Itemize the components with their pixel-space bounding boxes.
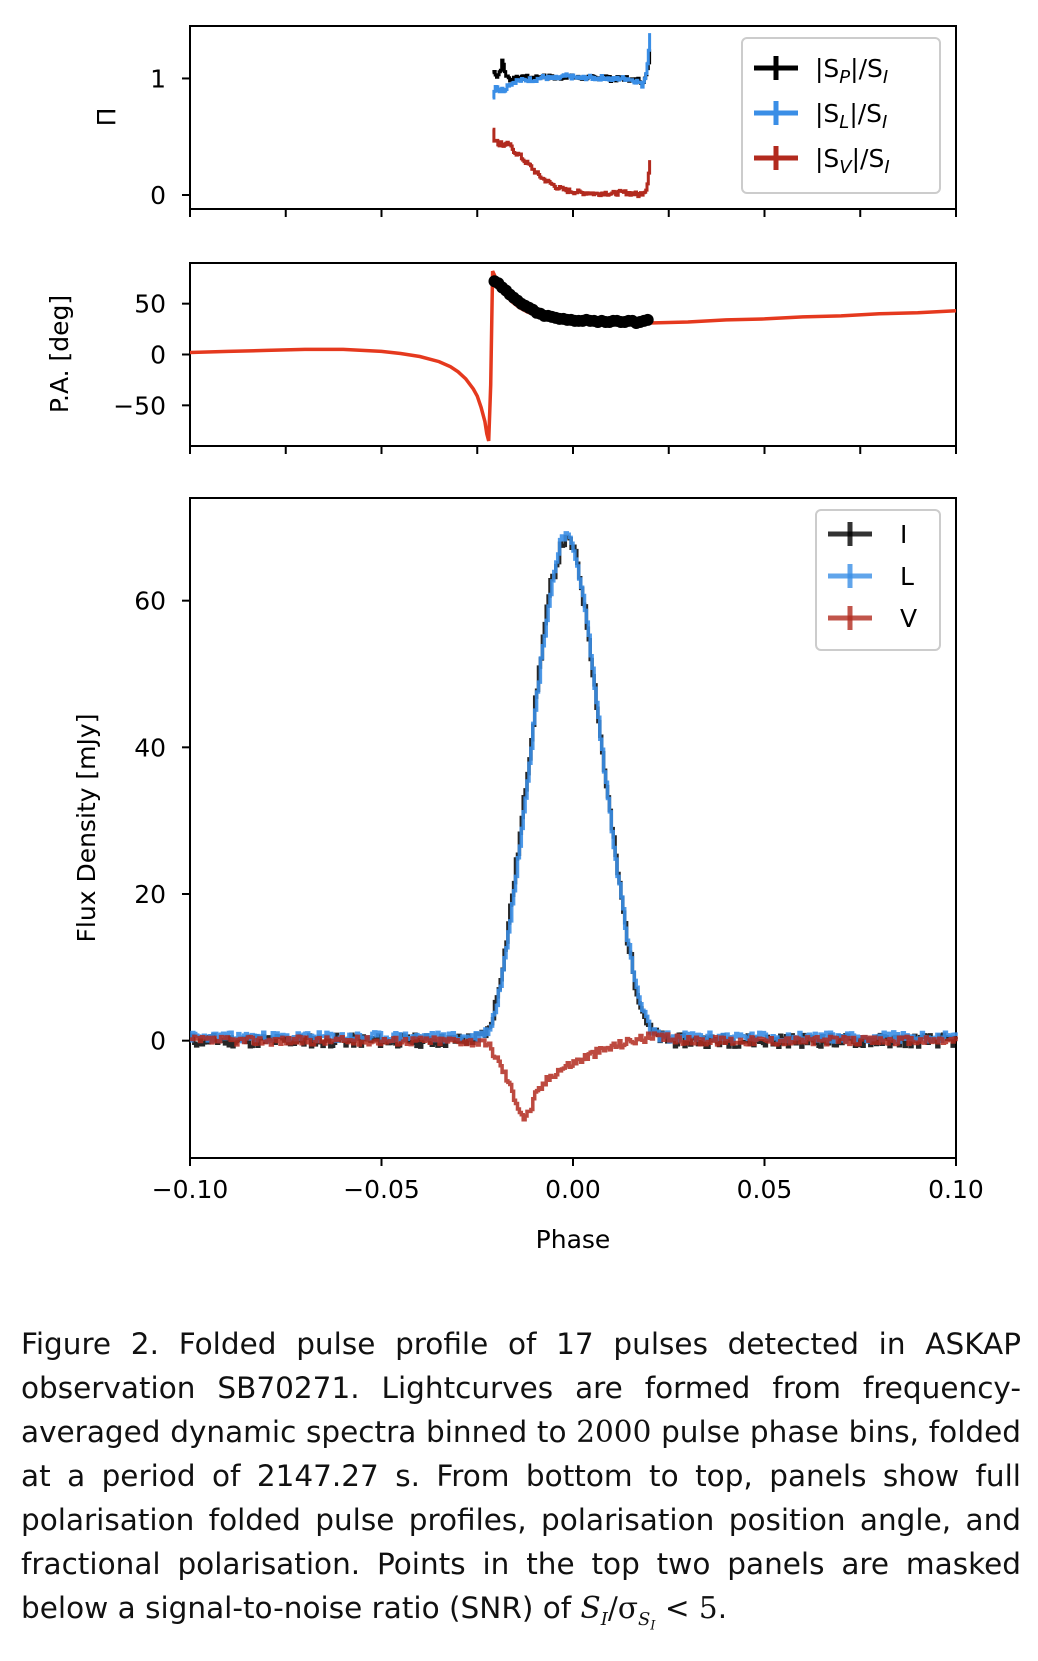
caption-text-2: pulse phase bins, folded at a period of … <box>21 1415 1021 1625</box>
caption-bins: 2000 <box>576 1415 652 1449</box>
snr-sub-S: S <box>637 1608 651 1630</box>
legend-bottom-box <box>815 509 941 651</box>
caption-text-1: Folded pulse profile of 17 pulses detect… <box>21 1327 1021 1449</box>
snr-value: 5 <box>698 1591 718 1625</box>
x-tick-label: 0.00 <box>545 1175 601 1204</box>
snr-I: I <box>600 1608 608 1630</box>
y-tick-label: 50 <box>134 290 166 319</box>
x-tick-label: 0.05 <box>737 1175 793 1204</box>
y-tick-label: 20 <box>134 880 166 909</box>
panel-fractional-polarisation: 0 1 Π |SP|/SI |SL|/SI |SV|/SI <box>92 25 957 217</box>
snr-lt: < <box>655 1591 699 1625</box>
series-line-sv <box>492 127 652 199</box>
snr-slash-sigma: /σ <box>607 1591 638 1625</box>
pa-model-line <box>189 270 957 442</box>
legend-bottom: ILV <box>815 509 941 651</box>
legend-label: I <box>900 520 907 549</box>
legend-label: V <box>900 604 917 633</box>
x-tick-label: 0.10 <box>928 1175 984 1204</box>
panel-mid-ylabel: P.A. [deg] <box>45 295 74 413</box>
x-tick-label: −0.10 <box>152 1175 229 1204</box>
snr-S: S <box>580 1591 601 1625</box>
legend-label: L <box>900 562 914 591</box>
legend-top-box <box>741 37 941 194</box>
figure: 0 1 Π |SP|/SI |SL|/SI |SV|/SI 50 0 −50 P.A. [… <box>45 25 984 1254</box>
y-tick-label: 40 <box>134 733 166 762</box>
panel-mid-frame <box>189 262 957 447</box>
panel-position-angle: 50 0 −50 P.A. [deg] <box>45 262 957 454</box>
y-tick-label: 60 <box>134 587 166 616</box>
profile-line-V <box>190 1031 958 1122</box>
legend-label: |SP|/SI <box>815 54 888 88</box>
x-tick-label: −0.05 <box>343 1175 420 1204</box>
legend-label: |SV|/SI <box>815 144 890 178</box>
pa-point <box>641 313 654 326</box>
y-tick-label: 0 <box>150 181 166 210</box>
x-axis-label: Phase <box>536 1225 611 1254</box>
panel-flux-density: 0 20 40 60 −0.10 −0.05 0.00 0.05 0.10 Flux Dens… <box>72 497 984 1254</box>
caption-label: Figure 2. <box>21 1327 159 1361</box>
snr-end: . <box>717 1591 728 1625</box>
series-line-sl <box>492 33 652 100</box>
y-tick-label: 0 <box>150 341 166 370</box>
panel-top-ylabel: Π <box>92 108 121 127</box>
snr-sub-I: I <box>650 1618 656 1634</box>
panel-bottom-ylabel: Flux Density [mJy] <box>72 714 101 943</box>
y-tick-label: −50 <box>113 391 166 420</box>
y-tick-label: 0 <box>150 1027 166 1056</box>
figure-caption: Figure 2. Folded pulse profile of 17 pul… <box>21 1322 1021 1648</box>
legend-top: |SP|/SI |SL|/SI |SV|/SI <box>741 37 941 194</box>
y-tick-label: 1 <box>150 64 166 93</box>
legend-label: |SL|/SI <box>815 99 887 133</box>
